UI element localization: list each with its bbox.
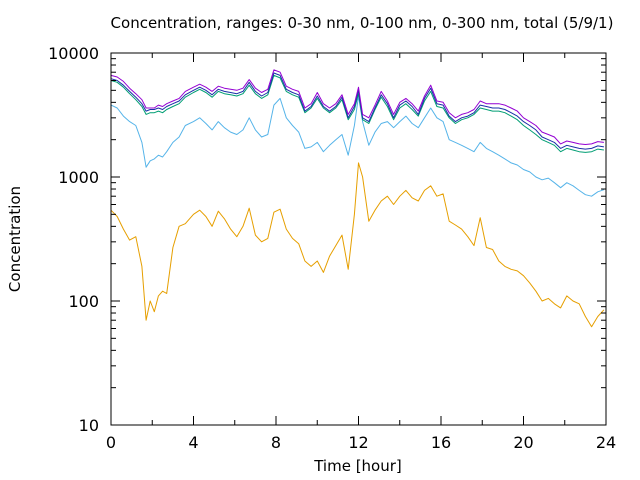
y-tick-label-10000: 10000 <box>48 44 99 63</box>
x-axis-label: Time [hour] <box>313 457 402 475</box>
series-line-2 <box>110 95 605 197</box>
plot-frame <box>110 52 607 426</box>
y-tick-label-10: 10 <box>79 416 99 435</box>
series-layer <box>110 69 605 328</box>
series-line-3 <box>110 74 604 153</box>
x-tick-label-8: 8 <box>271 433 281 452</box>
x-tick-label-12: 12 <box>348 433 368 452</box>
x-tick-label-0: 0 <box>106 433 116 452</box>
y-tick-label-1000: 1000 <box>58 168 99 187</box>
x-tick-label-24: 24 <box>596 433 616 452</box>
series-line-1 <box>110 162 605 328</box>
series-line-5 <box>110 69 604 145</box>
series-line-4 <box>110 72 604 150</box>
x-tick-label-20: 20 <box>513 433 533 452</box>
x-tick-label-16: 16 <box>431 433 451 452</box>
y-axis-label: Concentration <box>6 186 24 292</box>
tick-layer: 0 4 8 12 16 20 24 10 100 1000 10000 <box>48 44 616 452</box>
y-tick-label-100: 100 <box>68 292 99 311</box>
x-tick-label-4: 4 <box>188 433 198 452</box>
chart-title: Concentration, ranges: 0-30 nm, 0-100 nm… <box>111 14 614 32</box>
